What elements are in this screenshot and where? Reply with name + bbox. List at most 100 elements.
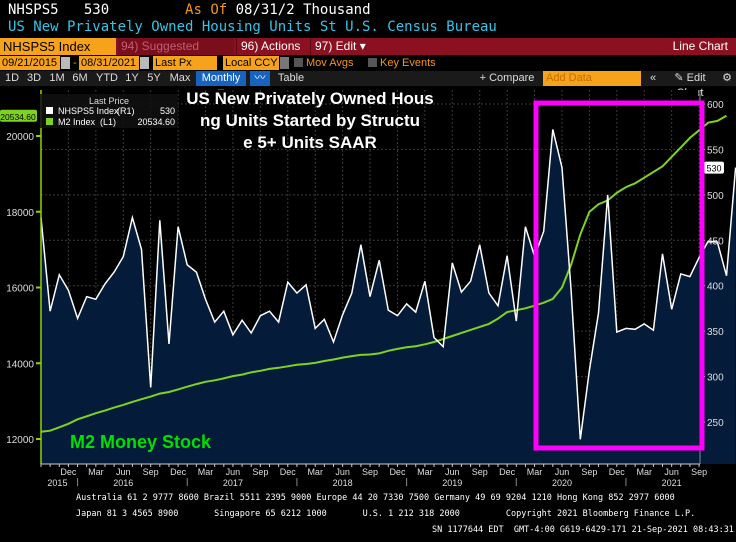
right-tick-label: 550 xyxy=(707,145,724,156)
right-tick-label: 350 xyxy=(707,327,724,338)
key-events-label[interactable]: Key Events xyxy=(380,57,436,69)
collapse-icon[interactable]: « xyxy=(649,72,657,84)
x-year-label: 2017 xyxy=(223,478,243,486)
right-tick-label: 400 xyxy=(707,282,724,293)
footer-line1: Australia 61 2 9777 8600 Brazil 5511 239… xyxy=(76,493,675,503)
x-tick-label: Mar xyxy=(636,467,652,477)
x-tick-label: Jun xyxy=(555,467,570,477)
key-events-checkbox[interactable] xyxy=(368,58,377,67)
footer-line3: SN 1177644 EDT GMT-4:00 G619-6429-171 21… xyxy=(432,525,734,535)
security-description: US New Privately Owned Housing Units St … xyxy=(8,19,497,35)
legend-label-nhsps5: NHSPS5 Index xyxy=(58,106,119,116)
left-tick-label: 16000 xyxy=(6,284,34,295)
right-tick-label: 500 xyxy=(707,191,724,202)
range-ytd[interactable]: YTD xyxy=(96,72,118,84)
chart-title-line3: e 5+ Units SAAR xyxy=(243,133,377,152)
edit-menu[interactable]: 97) Edit ▾ xyxy=(310,38,366,55)
field-select[interactable]: Last Px xyxy=(153,56,217,70)
suggested-charts-button[interactable]: 94) Suggested Charts xyxy=(118,38,234,70)
legend-swatch-m2 xyxy=(46,118,53,125)
range-6m[interactable]: 6M xyxy=(72,72,88,84)
range-5y[interactable]: 5Y xyxy=(147,72,161,84)
right-tick-label: 450 xyxy=(707,236,724,247)
x-tick-label: Jun xyxy=(116,467,131,477)
mov-avgs-label[interactable]: Mov Avgs xyxy=(306,57,354,69)
left-tick-label: 18000 xyxy=(6,208,34,219)
highlight-box xyxy=(533,100,705,451)
chart: 12000 14000 16000 18000 20000 250 300 350 400 450… xyxy=(0,89,736,486)
chart-title-line2: ng Units Started by Structu xyxy=(200,111,420,130)
x-tick-label: Sep xyxy=(472,467,488,477)
x-year-label: 2016 xyxy=(113,478,133,486)
last-value: 530 xyxy=(83,2,110,18)
x-tick-label: Sep xyxy=(143,467,159,477)
range-1y[interactable]: 1Y xyxy=(125,72,139,84)
x-year-label: 2019 xyxy=(442,478,462,486)
currency-select[interactable]: Local CCY xyxy=(223,56,279,70)
footer-line2: Japan 81 3 4565 8900 Singapore 65 6212 1… xyxy=(76,509,696,519)
left-last-value-label: 20534.60 xyxy=(0,112,36,122)
security-header: NHSPS5 530 As Of 08/31/2 Thousand xyxy=(8,2,371,18)
x-tick-label: Jun xyxy=(335,467,350,477)
legend-swatch-nhsps5 xyxy=(46,107,53,114)
right-tick-label: 600 xyxy=(707,100,724,111)
x-tick-label: Mar xyxy=(307,467,323,477)
legend-label-m2: M2 Index xyxy=(58,117,96,127)
range-1d[interactable]: 1D xyxy=(4,72,20,84)
x-year-label: 2020 xyxy=(552,478,572,486)
date-separator: - xyxy=(73,57,77,69)
x-tick-label: Sep xyxy=(581,467,597,477)
x-tick-label: Sep xyxy=(362,467,378,477)
x-tick-label: Mar xyxy=(417,467,433,477)
range-1m[interactable]: 1M xyxy=(49,72,65,84)
x-tick-label: Dec xyxy=(499,467,516,477)
range-3d[interactable]: 3D xyxy=(26,72,42,84)
x-tick-label: Jun xyxy=(226,467,241,477)
end-date-input[interactable]: 08/31/2021 xyxy=(79,56,139,70)
chart-style-icon[interactable]: 〰 xyxy=(250,71,270,86)
legend-background xyxy=(40,94,178,128)
x-year-label: 2015 xyxy=(47,478,67,486)
chart-type-label: Line Chart xyxy=(672,39,728,53)
x-tick-label: Mar xyxy=(527,467,543,477)
mov-avgs-checkbox[interactable] xyxy=(294,58,303,67)
legend-value-m2: 20534.60 xyxy=(137,117,175,127)
legend: Last Price NHSPS5 Index (R1) 530 M2 Inde… xyxy=(40,94,178,128)
as-of-date: 08/31/2 xyxy=(235,2,295,18)
x-tick-label: Dec xyxy=(389,467,406,477)
x-tick-label: Sep xyxy=(252,467,268,477)
chart-title-line1: US New Privately Owned Hous xyxy=(186,89,434,108)
nhsps5-series-line xyxy=(40,129,736,440)
m2-annotation: M2 Money Stock xyxy=(70,432,212,452)
legend-header: Last Price xyxy=(89,96,129,106)
as-of-label: As Of xyxy=(185,2,228,18)
legend-axis-nhsps5: (R1) xyxy=(117,106,135,116)
calendar-icon[interactable] xyxy=(61,57,70,69)
left-tick-label: 20000 xyxy=(6,132,34,143)
ticker: NHSPS5 xyxy=(8,2,59,18)
range-max[interactable]: Max xyxy=(169,72,191,84)
settings-icon[interactable]: ⚙ xyxy=(722,72,732,84)
right-last-value-tag xyxy=(704,161,724,174)
x-year-label: 2018 xyxy=(333,478,353,486)
start-date-input[interactable]: 09/21/2015 xyxy=(0,56,60,70)
edit-chart-button[interactable]: ✎ Edit Chart xyxy=(674,72,706,99)
actions-menu[interactable]: 96) Actions ▾ xyxy=(236,38,308,70)
add-data-input[interactable]: Add Data xyxy=(543,71,641,86)
x-year-label: 2021 xyxy=(662,478,682,486)
units: Thousand xyxy=(303,2,371,18)
security-input[interactable]: NHSPS5 Index xyxy=(0,38,116,55)
m2-series-line xyxy=(40,114,727,433)
periodicity-select[interactable]: Monthly ▼ xyxy=(196,71,246,99)
left-tick-label: 14000 xyxy=(6,359,34,370)
table-button[interactable]: Table xyxy=(277,72,305,84)
x-tick-label: Dec xyxy=(170,467,187,477)
calendar-icon[interactable] xyxy=(140,57,149,69)
compare-button[interactable]: + Compare ▾ xyxy=(479,72,535,99)
legend-axis-m2: (L1) xyxy=(100,117,116,127)
right-tick-label: 250 xyxy=(707,418,724,429)
x-tick-label: Mar xyxy=(198,467,214,477)
x-tick-label: Jun xyxy=(445,467,460,477)
left-tick-label: 12000 xyxy=(6,435,34,446)
chevron-down-icon[interactable] xyxy=(280,57,289,69)
